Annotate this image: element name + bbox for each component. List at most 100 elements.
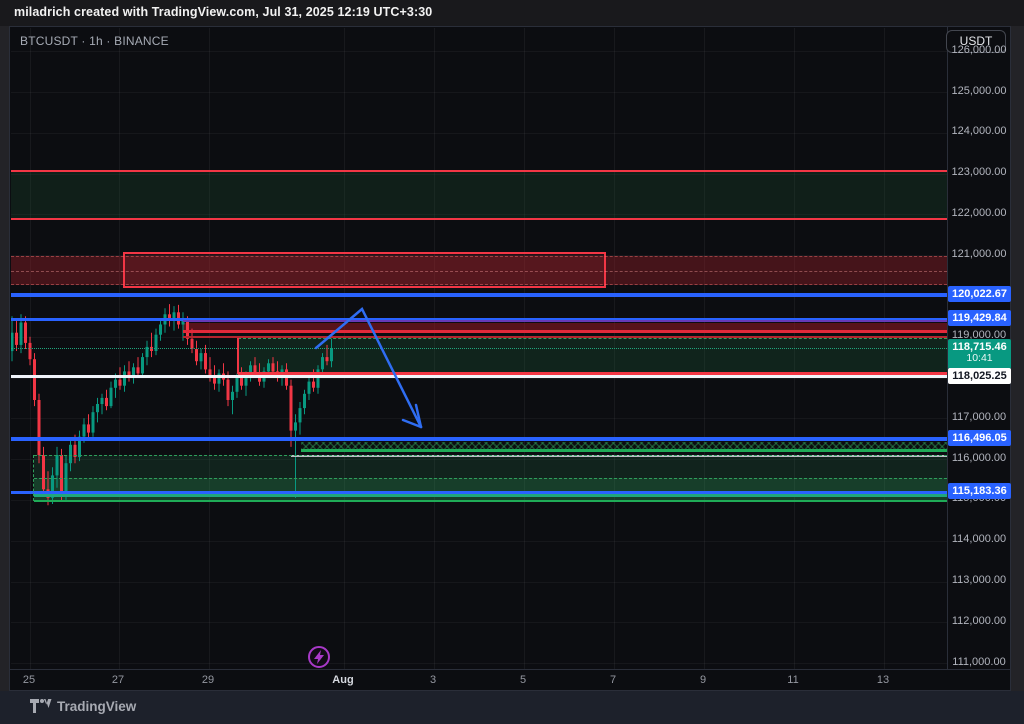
candle-body [231, 391, 234, 400]
level-119429[interactable] [11, 317, 947, 321]
candle-body [186, 318, 189, 339]
candle-body [55, 455, 59, 476]
footer-bar: TradingView [0, 691, 1024, 724]
candle-body [208, 369, 212, 378]
candle-body [190, 338, 194, 349]
candle-body [271, 363, 275, 372]
tradingview-logo[interactable]: TradingView [30, 699, 136, 714]
demand-box-mid-dashed[interactable] [34, 477, 947, 479]
candle-body [123, 371, 126, 386]
horizontal-gridline [11, 255, 947, 257]
hatch-bottom-solid[interactable] [301, 449, 947, 452]
candle-body [316, 369, 320, 388]
candle-body [213, 377, 216, 384]
candle-body [82, 424, 86, 437]
horizontal-gridline [11, 540, 947, 542]
candle-body [11, 332, 14, 352]
breaker-box[interactable] [123, 251, 606, 288]
horizontal-gridline [11, 663, 947, 665]
candle-body [105, 397, 108, 407]
candle-body [307, 381, 311, 394]
candle-body [289, 385, 293, 431]
demand-zone-right-left-edge[interactable] [236, 338, 239, 374]
candle-body [249, 365, 252, 376]
candle-body [294, 422, 297, 431]
green-zone-top-dashed[interactable] [238, 337, 947, 339]
supply-zone-right[interactable] [183, 322, 947, 332]
chart-widget: BTCUSDT · 1h · BINANCE USDT [9, 26, 1011, 691]
trend-arrow[interactable] [314, 307, 423, 429]
band-121k-top-dashed[interactable] [11, 255, 947, 257]
candle-body [78, 436, 81, 458]
demand-box-top-dashed[interactable] [34, 454, 947, 456]
horizontal-gridline [11, 51, 947, 53]
horizontal-gridline [11, 92, 947, 93]
horizontal-gridline [11, 418, 947, 420]
chart-pane [11, 28, 947, 669]
tradingview-logo-text: TradingView [57, 699, 137, 714]
candle-body [303, 393, 306, 409]
supply-zone-upper[interactable] [11, 171, 947, 219]
horizontal-gridline [11, 581, 947, 583]
red-zone-bottom-line[interactable] [183, 330, 947, 334]
candle-body [235, 377, 239, 392]
red-line-119000[interactable] [183, 335, 947, 338]
candle-body [240, 377, 243, 386]
watermark-bar: miladrich created with TradingView.com, … [0, 0, 1024, 26]
candle-body [60, 455, 63, 492]
candle-body [199, 353, 203, 362]
lightning-bolt-icon [314, 650, 324, 664]
gray-line-116075[interactable] [291, 455, 947, 458]
horizontal-gridline [11, 173, 947, 175]
candle-body [91, 412, 95, 433]
horizontal-gridline [11, 622, 947, 624]
candle-body [172, 312, 176, 321]
horizontal-gridline [11, 459, 947, 461]
demand-box-bottom-solid[interactable] [34, 499, 947, 503]
candle-body [87, 424, 90, 433]
horizontal-gridline [11, 214, 947, 216]
candle-body [226, 379, 230, 400]
price-axis-border [947, 27, 948, 670]
level-120022[interactable] [11, 293, 947, 297]
band-121k-bottom-dashed[interactable] [11, 284, 947, 286]
currency-button[interactable]: USDT [946, 30, 1006, 53]
demand-box-left-edge[interactable] [33, 455, 35, 502]
candle-body [109, 387, 113, 407]
tradingview-logo-icon [30, 699, 52, 713]
candle-body [321, 357, 324, 370]
supply-upper-top[interactable] [11, 169, 947, 173]
candle-body [33, 359, 36, 400]
candle-body [325, 357, 329, 362]
purple-line[interactable] [183, 319, 947, 323]
candle-body [141, 357, 144, 374]
teal-line-115105[interactable] [34, 494, 947, 497]
candle-body [330, 348, 333, 362]
green-zone-bottom-red[interactable] [238, 371, 947, 375]
candle-body [96, 404, 99, 413]
candle-body [69, 444, 72, 464]
demand-box-upper[interactable] [34, 455, 947, 478]
resistance-band-121k[interactable] [11, 256, 947, 285]
candle-body [312, 381, 315, 388]
candle-body [217, 373, 221, 384]
level-116496[interactable] [11, 437, 947, 441]
candle-body [24, 322, 27, 343]
drawings-layer[interactable] [11, 28, 947, 669]
supply-upper-bottom[interactable] [11, 217, 947, 221]
candle-body [244, 375, 248, 386]
candle-body [168, 314, 171, 321]
candle-body [15, 332, 18, 345]
level-115183[interactable] [11, 490, 947, 495]
candle-body [298, 408, 302, 423]
symbol-legend[interactable]: BTCUSDT · 1h · BINANCE [20, 34, 169, 48]
current-price-dotted[interactable] [11, 347, 947, 349]
hatched-band[interactable] [301, 442, 947, 451]
white-line-118025[interactable] [11, 374, 947, 379]
demand-zone-right[interactable] [238, 338, 947, 374]
band-121k-mid-dashed[interactable] [11, 271, 947, 273]
candle-body [19, 322, 23, 345]
candle-body [150, 346, 153, 351]
candle-body [51, 475, 54, 498]
